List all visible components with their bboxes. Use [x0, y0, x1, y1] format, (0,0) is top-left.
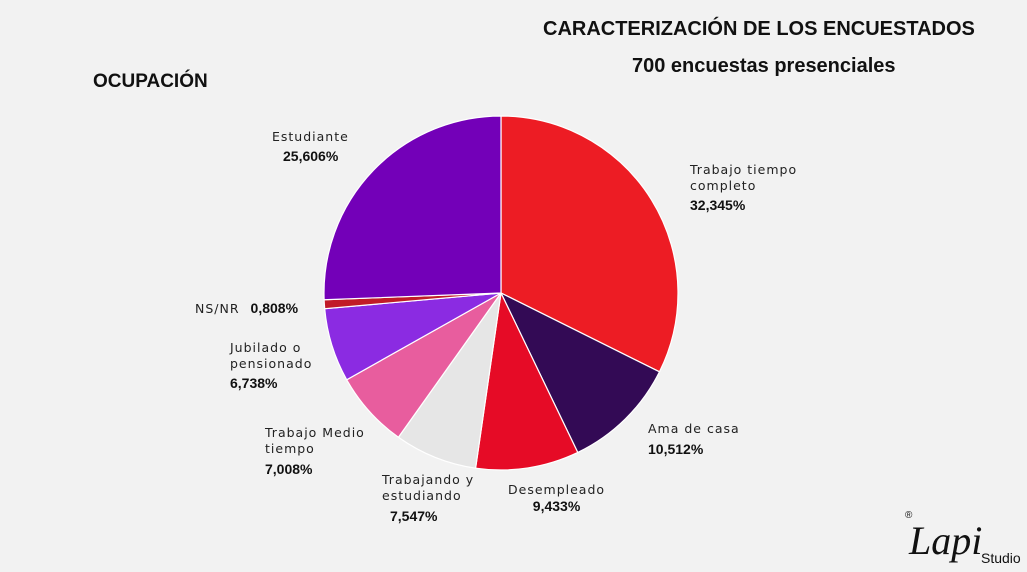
pie-slice-estudiante: [323, 115, 502, 301]
logo-registered-mark: ®: [905, 510, 913, 521]
slice-label: Trabajando y estudiando: [382, 472, 475, 503]
slice-value: 32,345%: [690, 197, 746, 213]
lapi-studio-logo: ® Lapi Studio: [905, 510, 1021, 566]
pie-slice-trabajo-tiempo-completo: [500, 115, 679, 373]
slice-label: Ama de casa: [648, 421, 740, 436]
slice-label: Trabajo tiempo completo: [690, 162, 798, 193]
slice-value: 0,808%: [250, 300, 299, 316]
slice-value: 7,547%: [390, 508, 438, 524]
slice-value: 7,008%: [265, 461, 313, 477]
slice-label: Trabajo Medio tiempo: [265, 425, 365, 456]
slice-label: Desempleado: [508, 482, 606, 497]
slice-label: NS/NR: [195, 301, 240, 316]
label-trabajo-medio-tiempo: Trabajo Medio tiempo 7,008%: [265, 425, 365, 477]
chart-subtitle: 700 encuestas presenciales: [632, 55, 896, 77]
slice-label: Estudiante: [272, 129, 349, 144]
label-trabajo-tiempo-completo: Trabajo tiempo completo 32,345%: [690, 162, 797, 213]
label-jubilado-o-pensionado: Jubilado o pensionado 6,738%: [230, 340, 312, 391]
pie-slice-desempleado: [474, 290, 579, 471]
pie-slice-ama-de-casa: [499, 291, 661, 454]
logo-tail-text: Studio: [981, 550, 1021, 566]
label-ns-nr: NS/NR 0,808%: [195, 300, 298, 317]
label-ama-de-casa: Ama de casa 10,512%: [648, 421, 740, 457]
chart-title: CARACTERIZACIÓN DE LOS ENCUESTADOS: [543, 18, 975, 40]
section-title: OCUPACIÓN: [93, 71, 208, 92]
slice-value: 10,512%: [648, 441, 704, 457]
slice-value: 9,433%: [532, 498, 581, 514]
slice-value: 25,606%: [283, 148, 339, 164]
label-trabajando-y-estudiando: Trabajando y estudiando 7,547%: [382, 472, 474, 524]
label-estudiante: Estudiante 25,606%: [272, 129, 349, 164]
slice-label: Jubilado o pensionado: [230, 340, 313, 371]
slice-value: 6,738%: [230, 375, 278, 391]
label-desempleado: Desempleado 9,433%: [508, 482, 605, 514]
logo-main-text: Lapi: [908, 518, 982, 563]
